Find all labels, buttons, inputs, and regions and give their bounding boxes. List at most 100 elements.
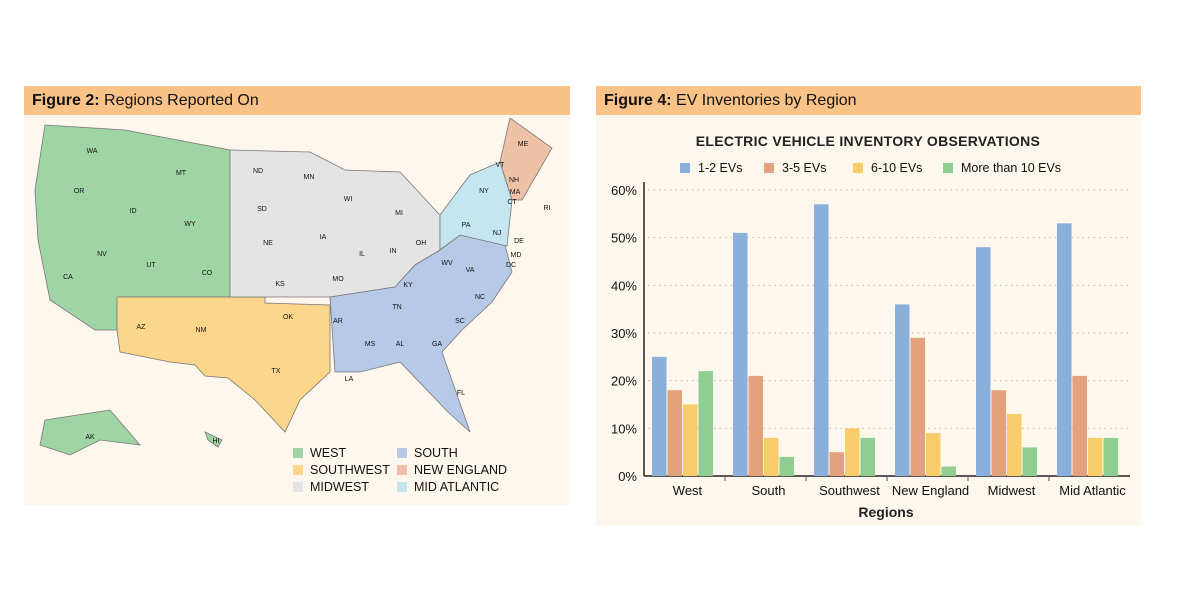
state-label-in: IN (390, 248, 397, 255)
legend-label: SOUTHWEST (310, 463, 390, 477)
y-tick-label: 10% (611, 421, 637, 436)
bar-south-1 (748, 375, 763, 476)
state-label-ut: UT (146, 262, 156, 269)
legend-label-1: 3-5 EVs (782, 161, 826, 175)
bar-southwest-1 (829, 452, 844, 476)
bar-south-2 (764, 437, 779, 476)
state-label-ri: RI (544, 205, 551, 212)
state-label-fl: FL (457, 390, 465, 397)
figure-title: Regions Reported On (104, 92, 259, 109)
state-label-va: VA (466, 267, 475, 274)
x-tick-label: South (752, 483, 786, 498)
state-label-al: AL (396, 341, 405, 348)
region-west (204, 431, 223, 448)
state-label-or: OR (74, 188, 85, 195)
x-tick-label: Midwest (988, 483, 1036, 498)
state-label-ky: KY (403, 282, 413, 289)
y-tick-label: 40% (611, 278, 637, 293)
state-label-ms: MS (365, 341, 376, 348)
legend-label: SOUTH (414, 446, 458, 460)
state-label-sc: SC (455, 318, 465, 325)
bar-new-england-1 (910, 337, 925, 476)
state-label-me: ME (518, 141, 529, 148)
y-tick-label: 60% (611, 183, 637, 198)
bar-west-1 (667, 390, 682, 476)
bar-new-england-0 (895, 304, 910, 476)
x-tick-label: Mid Atlantic (1059, 483, 1126, 498)
legend-swatch (293, 465, 303, 475)
chart-title: ELECTRIC VEHICLE INVENTORY OBSERVATIONS (696, 133, 1040, 149)
y-tick-label: 0% (618, 469, 637, 484)
us-regions-map: WA OR CA ID NV MT WY UT CO AZ NM TX OK ND SD NE KS MN IA MO… (34, 117, 553, 456)
legend-item-southwest: SOUTHWEST (293, 463, 390, 477)
state-label-nj: NJ (493, 230, 502, 237)
figure-label: Figure 2: (32, 92, 100, 109)
state-label-vt: VT (496, 162, 506, 169)
legend-label: WEST (310, 446, 347, 460)
region-new-england (499, 117, 553, 201)
x-tick-label: West (673, 483, 703, 498)
region-west (39, 409, 141, 456)
state-label-ga: GA (432, 341, 442, 348)
legend-item-midwest: MIDWEST (293, 480, 369, 494)
figure-2-header: Figure 2: Regions Reported On (24, 86, 570, 115)
y-tick-label: 50% (611, 231, 637, 246)
state-label-la: LA (345, 376, 354, 383)
state-label-mt: MT (176, 170, 187, 177)
state-label-il: IL (359, 251, 365, 258)
legend-swatch-2 (853, 163, 863, 173)
bar-south-3 (779, 456, 794, 476)
state-label-dc: DC (506, 262, 516, 269)
state-label-mn: MN (304, 174, 315, 181)
state-label-ak: AK (85, 434, 95, 441)
legend-label-2: 6-10 EVs (871, 161, 922, 175)
figure-4-panel: Figure 4: EV Inventories by Region ELECT… (596, 86, 1141, 526)
region-mid-atlantic (439, 161, 513, 251)
legend-swatch-3 (943, 163, 953, 173)
bar-midwest-1 (991, 390, 1006, 476)
bar-mid-atlantic-0 (1057, 223, 1072, 476)
state-label-ok: OK (283, 314, 293, 321)
legend-swatch (293, 482, 303, 492)
bar-west-2 (683, 404, 698, 476)
legend-item-mid-atlantic: MID ATLANTIC (397, 480, 499, 494)
legend-label: MIDWEST (310, 480, 370, 494)
figure-label: Figure 4: (604, 92, 672, 109)
bar-mid-atlantic-2 (1088, 437, 1103, 476)
state-label-ar: AR (333, 318, 343, 325)
state-label-wa: WA (86, 148, 97, 155)
legend-item-south: SOUTH (397, 446, 458, 460)
state-label-ne: NE (263, 240, 273, 247)
legend-label: MID ATLANTIC (414, 480, 500, 494)
bar-mid-atlantic-1 (1072, 375, 1087, 476)
figure-2-panel: Figure 2: Regions Reported On WA OR CA ID NV… (24, 86, 570, 505)
figure-title: EV Inventories by Region (676, 92, 857, 109)
legend-item-new-england: NEW ENGLAND (397, 463, 507, 477)
state-label-mo: MO (332, 276, 344, 283)
state-label-id: ID (130, 208, 137, 215)
state-label-ma: MA (510, 189, 521, 196)
bar-midwest-3 (1022, 447, 1037, 476)
bar-midwest-0 (976, 247, 991, 476)
legend-swatch-1 (764, 163, 774, 173)
state-label-nd: ND (253, 168, 263, 175)
state-label-de: DE (514, 238, 524, 245)
bar-southwest-0 (814, 204, 829, 477)
state-label-hi: HI (213, 438, 220, 445)
bar-new-england-2 (926, 433, 941, 476)
bar-new-england-3 (941, 466, 956, 476)
legend-swatch-0 (680, 163, 690, 173)
legend-swatch (397, 482, 407, 492)
state-label-nc: NC (475, 294, 485, 301)
state-label-wv: WV (441, 260, 453, 267)
region-southwest (116, 296, 331, 433)
legend-label-0: 1-2 EVs (698, 161, 742, 175)
state-label-ct: CT (507, 199, 517, 206)
bar-mid-atlantic-3 (1103, 437, 1118, 476)
state-label-oh: OH (416, 240, 427, 247)
y-tick-label: 20% (611, 374, 637, 389)
y-tick-label: 30% (611, 326, 637, 341)
bar-south-0 (733, 232, 748, 476)
legend-swatch (293, 448, 303, 458)
state-label-nm: NM (196, 327, 207, 334)
